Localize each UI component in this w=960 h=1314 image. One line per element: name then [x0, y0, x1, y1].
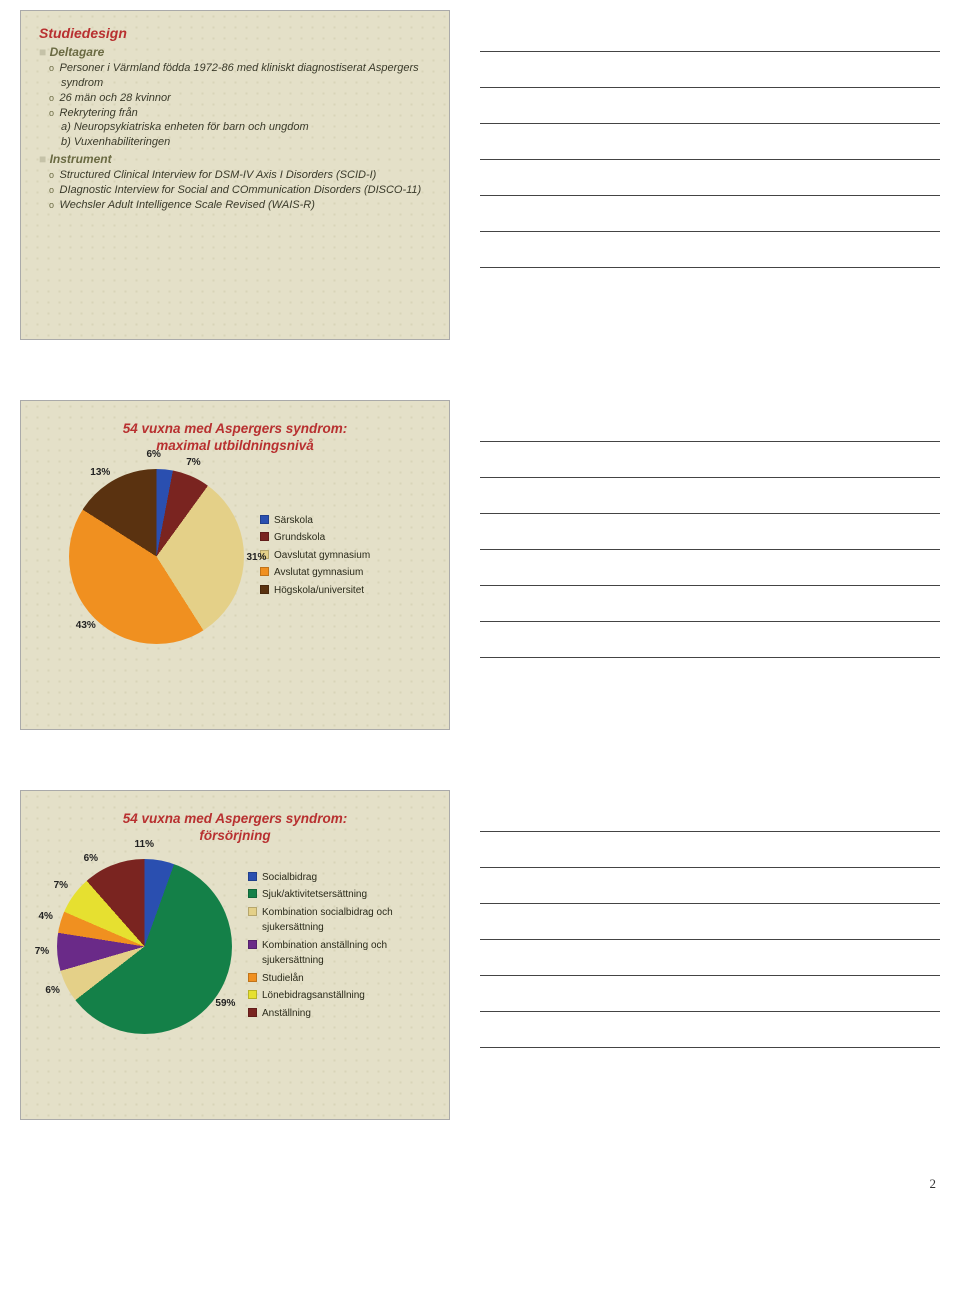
slide2-pie-wrap: 6%7%31%43%13% [69, 469, 244, 644]
legend-label: Anställning [262, 1006, 311, 1022]
legend-swatch [248, 973, 257, 982]
slide1-a3: Rekrytering från [61, 106, 431, 121]
legend-swatch [260, 567, 269, 576]
pie-slice-label: 43% [76, 620, 96, 631]
legend-label: Studielån [262, 971, 304, 987]
pie-slice-label: 6% [84, 853, 98, 864]
slide2-chart: 6%7%31%43%13% SärskolaGrundskolaOavsluta… [39, 469, 431, 644]
pie-chart-utbildning [69, 469, 244, 644]
row-3: 54 vuxna med Aspergers syndrom: försörjn… [20, 790, 940, 1120]
slide3-pie-wrap: 11%59%6%7%4%7%6% [57, 859, 232, 1034]
legend-label: Grundskola [274, 530, 325, 546]
slide1-a3a: a) Neuropsykiatriska enheten för barn oc… [61, 120, 431, 135]
slide-forsorjning: 54 vuxna med Aspergers syndrom: försörjn… [20, 790, 450, 1120]
legend-swatch [260, 532, 269, 541]
pie-slice-label: 4% [38, 911, 52, 922]
notes-3 [480, 790, 940, 1120]
pie-slice-label: 6% [45, 985, 59, 996]
legend-item: Sjuk/aktivitetsersättning [248, 887, 431, 903]
legend-item: Högskola/universitet [260, 583, 370, 599]
legend-label: Lönebidragsanställning [262, 988, 365, 1004]
pie-slice-label: 11% [135, 839, 154, 850]
legend-item: Lönebidragsanställning [248, 988, 431, 1004]
legend-swatch [248, 907, 257, 916]
slide3-legend: SocialbidragSjuk/aktivitetsersättning Kom… [248, 870, 431, 1024]
legend-label: Särskola [274, 513, 313, 529]
slide1-a2: 26 män och 28 kvinnor [61, 91, 431, 106]
legend-label: Kombination socialbidrag och sjukersättn… [262, 905, 431, 936]
legend-label: Socialbidrag [262, 870, 317, 886]
legend-item: Kombination socialbidrag och sjukersättn… [248, 905, 431, 936]
slide1-b1: Structured Clinical Interview for DSM-IV… [61, 168, 431, 183]
legend-swatch [260, 585, 269, 594]
page-number: 2 [930, 1176, 937, 1192]
pie-slice-label: 7% [35, 946, 49, 957]
pie-slice-label: 6% [147, 449, 161, 460]
legend-item: Oavslutat gymnasium [260, 548, 370, 564]
slide1-a1: Personer i Värmland födda 1972-86 med kl… [61, 61, 431, 91]
slide2-legend: SärskolaGrundskola Oavslutat gymnasiumAvs… [260, 513, 370, 601]
legend-label: Oavslutat gymnasium [274, 548, 370, 564]
notes-2 [480, 400, 940, 730]
pie-slice-label: 59% [215, 998, 235, 1009]
pie-slice-label: 13% [90, 467, 110, 478]
slide1-title: Studiedesign [39, 25, 431, 41]
slide1-section-a: Deltagare [39, 45, 431, 59]
slide3-title: 54 vuxna med Aspergers syndrom: försörjn… [79, 811, 391, 845]
legend-item: Studielån [248, 971, 431, 987]
pie-slice-label: 7% [186, 457, 200, 468]
slide-studiedesign: Studiedesign Deltagare Personer i Värmla… [20, 10, 450, 340]
notes-1 [480, 10, 940, 340]
slide1-section-b: Instrument [39, 152, 431, 166]
legend-swatch [248, 990, 257, 999]
legend-item: Avslutat gymnasium [260, 565, 370, 581]
legend-swatch [248, 889, 257, 898]
row-2: 54 vuxna med Aspergers syndrom: maximal … [20, 400, 940, 730]
slide1-b3: Wechsler Adult Intelligence Scale Revise… [61, 198, 431, 213]
legend-item: Grundskola [260, 530, 370, 546]
pie-chart-forsorjning [57, 859, 232, 1034]
slide-utbildning: 54 vuxna med Aspergers syndrom: maximal … [20, 400, 450, 730]
legend-swatch [248, 872, 257, 881]
legend-label: Kombination anställning och sjukersättni… [262, 938, 431, 969]
legend-swatch [248, 1008, 257, 1017]
legend-swatch [260, 515, 269, 524]
row-1: Studiedesign Deltagare Personer i Värmla… [20, 10, 940, 340]
legend-item: Socialbidrag [248, 870, 431, 886]
pie-slice-label: 31% [246, 552, 266, 563]
slide3-chart: 11%59%6%7%4%7%6% SocialbidragSjuk/aktivi… [39, 859, 431, 1034]
pie-slice-label: 7% [54, 880, 68, 891]
legend-label: Avslutat gymnasium [274, 565, 363, 581]
slide1-a3b: b) Vuxenhabiliteringen [61, 135, 431, 150]
legend-item: Särskola [260, 513, 370, 529]
legend-label: Högskola/universitet [274, 583, 364, 599]
legend-label: Sjuk/aktivitetsersättning [262, 887, 367, 903]
slide1-b2: DIagnostic Interview for Social and COmm… [61, 183, 431, 198]
legend-item: Anställning [248, 1006, 431, 1022]
legend-item: Kombination anställning och sjukersättni… [248, 938, 431, 969]
slide2-title: 54 vuxna med Aspergers syndrom: maximal … [79, 421, 391, 455]
legend-swatch [248, 940, 257, 949]
